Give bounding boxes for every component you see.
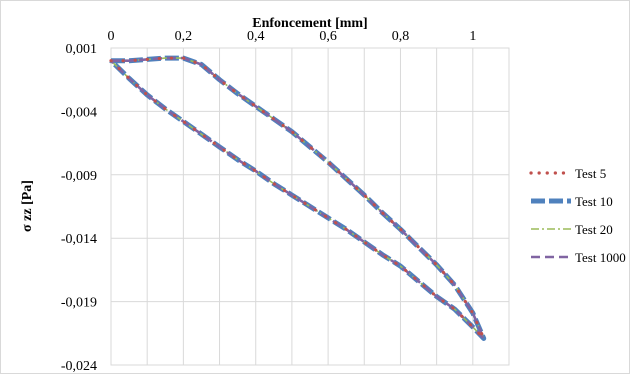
x-tick-label: 0 bbox=[108, 29, 115, 44]
series-layer bbox=[109, 55, 487, 341]
legend-label: Test 20 bbox=[575, 222, 613, 237]
y-tick-label: 0,001 bbox=[66, 42, 98, 57]
legend-label: Test 10 bbox=[575, 194, 613, 209]
legend: Test 5 Test 10 Test 20 Test 1000 bbox=[529, 166, 626, 265]
y-tick-label: -0,024 bbox=[61, 359, 97, 373]
x-tick-label: 1 bbox=[469, 29, 476, 44]
x-tick-label: 0,4 bbox=[247, 29, 265, 44]
y-tick-label: -0,019 bbox=[61, 296, 97, 311]
y-tick-label: -0,014 bbox=[61, 232, 97, 247]
y-tick-label: -0,009 bbox=[61, 169, 97, 184]
legend-label: Test 5 bbox=[575, 166, 606, 181]
gridlines bbox=[111, 47, 509, 366]
y-tick-label: -0,004 bbox=[61, 105, 97, 120]
x-tick-label: 0,2 bbox=[175, 29, 193, 44]
x-tick-label: 0,6 bbox=[319, 29, 337, 44]
series-line-test-10 bbox=[109, 55, 487, 341]
y-axis-label: σ zz [Pa] bbox=[20, 180, 35, 232]
x-tick-labels: 0 0,2 0,4 0,6 0,8 1 bbox=[108, 29, 477, 44]
y-tick-labels: 0,001 -0,004 -0,009 -0,014 -0,019 -0,024 bbox=[61, 42, 98, 374]
x-tick-label: 0,8 bbox=[392, 29, 410, 44]
chart-title: Enfoncement [mm] bbox=[252, 16, 367, 31]
legend-label: Test 1000 bbox=[575, 250, 626, 265]
